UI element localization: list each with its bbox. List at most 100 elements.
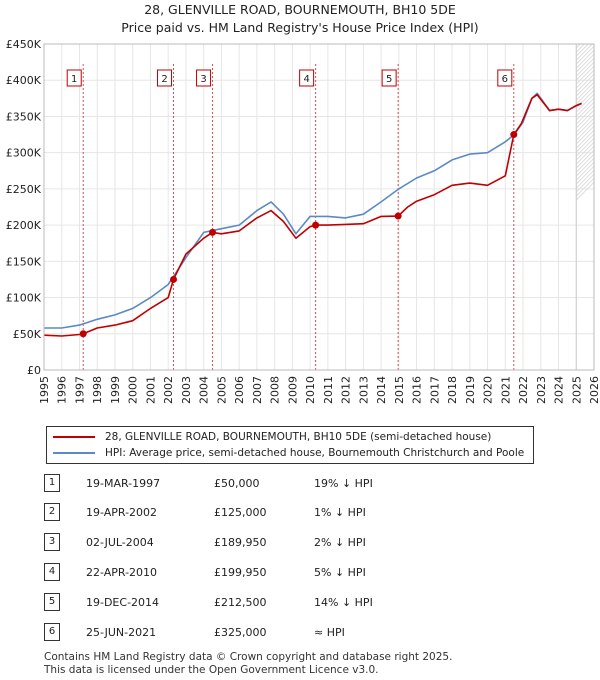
future-hatch (575, 113, 595, 133)
x-tick-label: 1995 (38, 376, 51, 404)
transaction-row: 1 19-MAR-1997 £50,000 19% ↓ HPI (44, 474, 484, 494)
transaction-hpi: 2% ↓ HPI (314, 536, 366, 549)
sale-point (510, 131, 518, 139)
hpi-line-swatch (53, 452, 95, 454)
transaction-date: 19-APR-2002 (86, 506, 158, 519)
x-tick-label: 2026 (588, 376, 600, 404)
transaction-price: £189,950 (214, 536, 267, 549)
y-tick-label: £150K (6, 255, 42, 268)
y-tick-label: £300K (6, 147, 42, 160)
transaction-row: 2 19-APR-2002 £125,000 1% ↓ HPI (44, 503, 484, 523)
transaction-date: 25-JUN-2021 (86, 626, 157, 639)
legend-item-hpi: HPI: Average price, semi-detached house,… (53, 445, 524, 461)
transaction-date: 19-DEC-2014 (86, 596, 160, 609)
legend: 28, GLENVILLE ROAD, BOURNEMOUTH, BH10 5D… (46, 426, 534, 464)
future-hatch (575, 77, 595, 97)
transaction-hpi: 14% ↓ HPI (314, 596, 373, 609)
footer-copyright: Contains HM Land Registry data © Crown c… (44, 651, 453, 663)
x-tick-label: 2000 (127, 376, 140, 404)
future-hatch (575, 57, 595, 77)
transaction-number: 2 (44, 503, 60, 521)
x-tick-label: 2020 (482, 376, 495, 404)
x-tick-label: 2015 (393, 376, 406, 404)
x-tick-label: 2001 (144, 376, 157, 404)
sale-marker-label: 4 (303, 74, 309, 85)
x-tick-label: 2010 (304, 376, 317, 404)
sale-marker-box (497, 69, 513, 87)
y-tick-label: £100K (6, 292, 42, 305)
y-tick-label: £450K (6, 38, 42, 51)
x-tick-label: 1996 (56, 376, 69, 404)
y-tick-label: £350K (6, 110, 42, 123)
future-hatch (575, 61, 595, 81)
transaction-row: 3 02-JUL-2004 £189,950 2% ↓ HPI (44, 533, 484, 553)
future-hatch (575, 153, 595, 173)
x-tick-label: 2007 (251, 376, 264, 404)
property-line-swatch (53, 436, 95, 438)
sale-marker-label: 1 (71, 74, 77, 85)
future-hatch (575, 43, 585, 53)
property-price-line (43, 93, 582, 337)
transaction-number: 6 (44, 623, 60, 641)
x-tick-label: 2006 (233, 376, 246, 404)
future-hatch (575, 173, 595, 193)
future-hatch (575, 53, 595, 73)
future-hatch (575, 161, 595, 181)
future-hatch (575, 69, 595, 89)
x-tick-label: 2012 (340, 376, 353, 404)
transaction-number: 3 (44, 533, 60, 551)
future-hatch (575, 181, 595, 201)
x-tick-label: 2014 (375, 376, 388, 404)
future-hatch (575, 137, 595, 157)
future-hatch (575, 177, 595, 197)
y-tick-label: £50K (13, 328, 42, 341)
transaction-number: 4 (44, 563, 60, 581)
transaction-row: 4 22-APR-2010 £199,950 5% ↓ HPI (44, 563, 484, 583)
transaction-date: 02-JUL-2004 (86, 536, 154, 549)
transaction-date: 22-APR-2010 (86, 566, 158, 579)
future-hatch (575, 43, 593, 61)
future-hatch (575, 125, 595, 145)
y-tick-label: £0 (27, 364, 41, 377)
footer: Contains HM Land Registry data © Crown c… (44, 651, 452, 677)
price-chart: £0 £50K £100K £150K £200K £250K £300K £350K £400… (6, 38, 600, 404)
future-hatch (575, 73, 595, 93)
future-hatch (575, 117, 595, 137)
x-tick-label: 2022 (517, 376, 530, 404)
sale-point (209, 228, 217, 236)
x-tick-label: 2013 (357, 376, 370, 404)
sale-marker-box (196, 69, 212, 87)
y-tick-label: £250K (6, 183, 42, 196)
future-hatch (575, 101, 595, 121)
transaction-row: 6 25-JUN-2021 £325,000 ≈ HPI (44, 623, 484, 643)
legend-hpi-label: HPI: Average price, semi-detached house,… (105, 447, 525, 459)
x-tick-label: 2017 (428, 376, 441, 404)
x-tick-label: 2019 (464, 376, 477, 404)
x-tick-label: 2018 (446, 376, 459, 404)
sale-marker-box (299, 69, 315, 87)
transaction-hpi: 19% ↓ HPI (314, 477, 373, 490)
footer-licence: This data is licensed under the Open Gov… (44, 664, 379, 676)
future-hatch (575, 65, 595, 85)
future-hatch (575, 145, 595, 165)
chart-title: 28, GLENVILLE ROAD, BOURNEMOUTH, BH10 5D… (144, 2, 456, 17)
future-hatch (575, 129, 595, 149)
legend-item-property: 28, GLENVILLE ROAD, BOURNEMOUTH, BH10 5D… (53, 429, 491, 445)
sale-marker-label: 3 (200, 74, 206, 85)
future-hatch (575, 141, 595, 161)
transaction-hpi: 1% ↓ HPI (314, 506, 366, 519)
future-hatch (575, 149, 595, 169)
sale-point (394, 212, 402, 220)
transaction-price: £199,950 (214, 566, 267, 579)
y-tick-label: £200K (6, 219, 42, 232)
transaction-date: 19-MAR-1997 (86, 477, 161, 490)
future-hatch (575, 133, 595, 153)
future-hatch (575, 85, 595, 105)
transaction-price: £212,500 (214, 596, 267, 609)
sale-marker-label: 2 (161, 74, 167, 85)
future-hatch (575, 97, 595, 117)
transaction-row: 5 19-DEC-2014 £212,500 14% ↓ HPI (44, 593, 484, 613)
future-hatch (575, 109, 595, 129)
future-hatch (575, 121, 595, 141)
transaction-price: £325,000 (214, 626, 267, 639)
